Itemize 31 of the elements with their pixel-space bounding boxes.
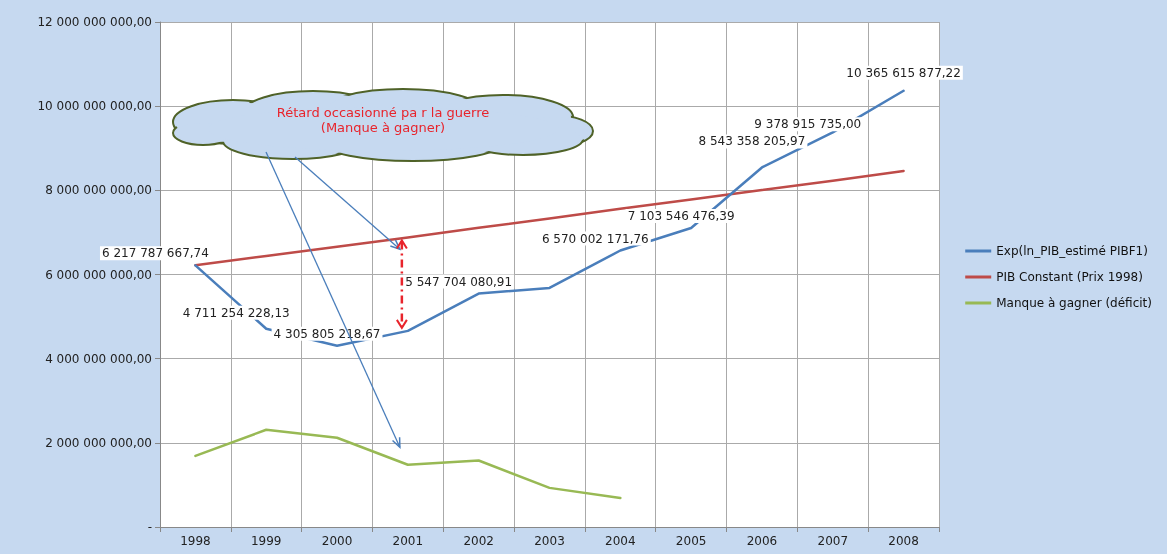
x-tick-label: 2001 [392,534,424,548]
line-series [194,428,622,500]
x-tick-label: 2002 [463,534,494,548]
x-tick-label: 2006 [746,534,778,548]
data-label: 9 378 915 735,00 [754,117,862,132]
x-tick-label: 2004 [605,534,636,548]
x-tick-label: 2007 [817,534,849,548]
x-tick-label: 1999 [250,534,282,548]
y-tick-label: 8 000 000 000,00 [45,183,152,198]
data-label: 6 570 002 171,76 [541,231,649,246]
legend-label: Manque à gagner (déficit) [996,296,1153,310]
x-tick-label: 2003 [534,534,565,548]
y-tick-label: 10 000 000 000,00 [37,99,152,114]
data-label: 5 547 704 080,91 [405,274,513,289]
x-tick-label: 2000 [321,534,353,548]
y-tick-label: - [147,520,152,534]
data-label: 10 365 615 877,22 [846,65,961,80]
x-tick-label: 1998 [180,534,211,548]
legend-label: PIB Constant (Prix 1998) [996,270,1143,284]
annotation: Rétard occasionné pa r la guerre (Manque à gagner) [275,105,491,135]
data-label: 7 103 546 476,39 [627,209,735,224]
y-tick-label: 12 000 000 000,00 [37,15,152,29]
data-label: 8 543 358 205,97 [698,134,806,149]
y-tick-label: 6 000 000 000,00 [45,267,152,282]
y-tick-label: 4 000 000 000,00 [45,351,152,366]
legend-label: Exp(ln_PIB_estimé PIBF1) [996,244,1148,258]
x-tick-label: 2005 [675,534,707,548]
data-label: 6 217 787 667,74 [101,246,209,261]
y-tick-label: 2 000 000 000,00 [45,435,152,450]
data-label: 4 711 254 228,13 [182,305,290,320]
x-tick-label: 2008 [888,534,919,548]
